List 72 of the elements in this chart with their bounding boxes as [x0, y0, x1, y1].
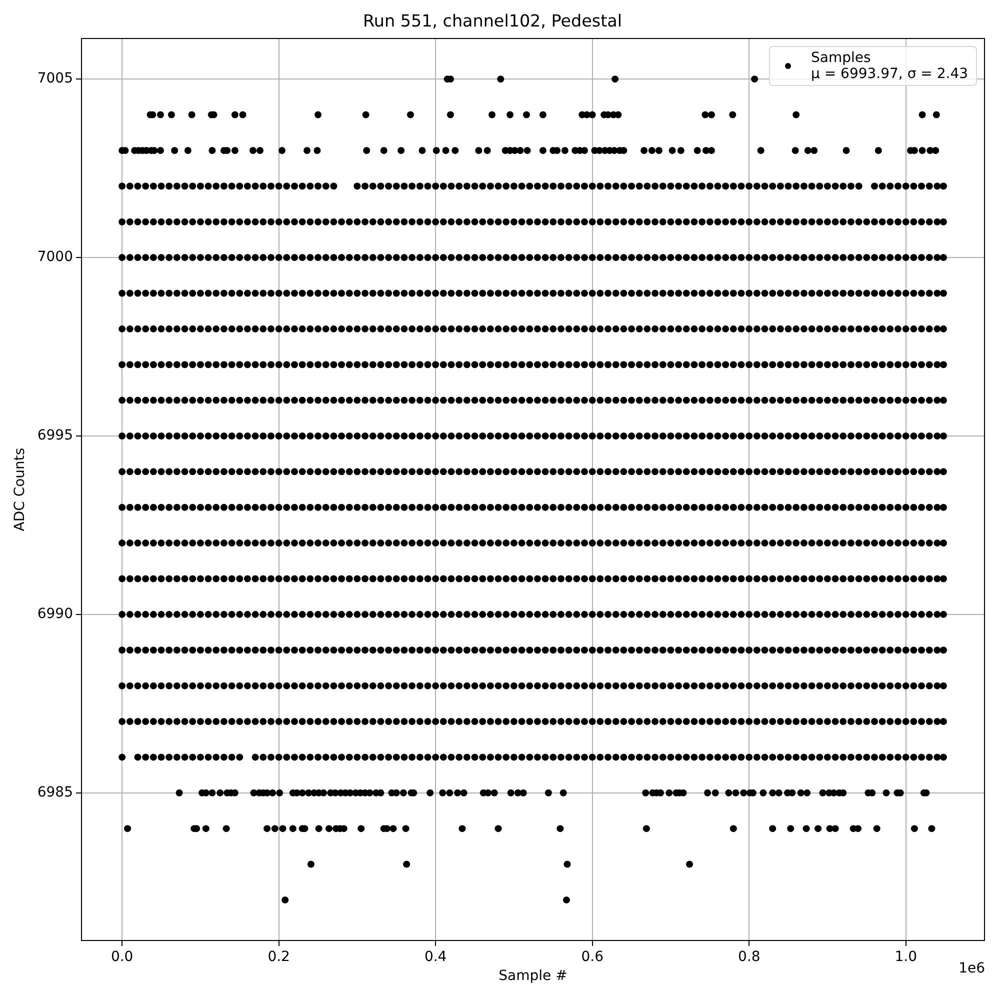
- y-axis-title: ADC Counts: [12, 448, 28, 532]
- point: [562, 896, 570, 904]
- x-tick-label: 0.2: [268, 949, 290, 966]
- y-tick-label: 6985: [37, 784, 73, 801]
- point: [231, 111, 238, 118]
- point: [787, 825, 794, 832]
- legend-label: Samples μ = 6993.97, σ = 2.43: [811, 50, 968, 82]
- point: [564, 860, 571, 868]
- point: [708, 111, 715, 118]
- point: [918, 111, 926, 118]
- y-tick-label: 7005: [37, 70, 73, 87]
- point: [497, 76, 504, 83]
- point: [222, 825, 230, 832]
- x-axis-title: Sample #: [498, 968, 568, 984]
- point: [488, 111, 496, 118]
- point: [289, 825, 296, 832]
- point: [686, 860, 694, 868]
- x-tick-label: 0.0: [110, 949, 134, 966]
- point: [928, 825, 936, 832]
- point: [642, 825, 650, 832]
- point: [402, 825, 410, 832]
- point: [494, 825, 502, 832]
- point: [314, 111, 322, 118]
- point: [729, 111, 736, 118]
- point: [239, 111, 246, 118]
- point: [792, 111, 800, 118]
- point: [403, 860, 410, 868]
- point: [802, 825, 810, 832]
- x-tick-label: 0.6: [581, 949, 604, 966]
- point: [390, 825, 397, 832]
- point: [539, 111, 546, 118]
- point: [264, 825, 271, 832]
- point: [325, 825, 332, 832]
- point: [279, 825, 286, 832]
- y-tick-label: 7000: [37, 249, 73, 266]
- point: [556, 825, 564, 832]
- point: [932, 111, 940, 118]
- point: [873, 825, 880, 832]
- point: [769, 825, 776, 832]
- point: [271, 825, 278, 832]
- point: [362, 111, 370, 118]
- x-tick-label: 1.0: [894, 949, 917, 966]
- chart-title: Run 551, channel102, Pedestal: [363, 10, 622, 30]
- y-tick-label: 6995: [37, 428, 73, 444]
- point: [814, 825, 822, 832]
- text: 1e6: [958, 960, 986, 977]
- point: [282, 896, 289, 904]
- point: [588, 111, 596, 118]
- point: [188, 111, 196, 118]
- point: [612, 76, 619, 83]
- point: [406, 111, 414, 118]
- point: [522, 111, 530, 118]
- point: [614, 111, 622, 118]
- x-tick-label: 0.4: [424, 949, 447, 966]
- point: [168, 111, 175, 118]
- point: [124, 825, 132, 832]
- point: [506, 111, 514, 118]
- point: [751, 76, 758, 83]
- point: [202, 825, 210, 832]
- point: [730, 825, 737, 832]
- point: [358, 825, 365, 832]
- point: [832, 825, 839, 832]
- point: [446, 111, 454, 118]
- point: [458, 825, 466, 832]
- point: [156, 111, 164, 118]
- point: [910, 825, 918, 832]
- y-tick-label: 6990: [37, 606, 73, 622]
- point: [702, 111, 709, 118]
- point: [307, 860, 314, 868]
- point: [315, 825, 322, 832]
- x-tick-label: 0.8: [738, 949, 760, 966]
- point: [854, 825, 862, 832]
